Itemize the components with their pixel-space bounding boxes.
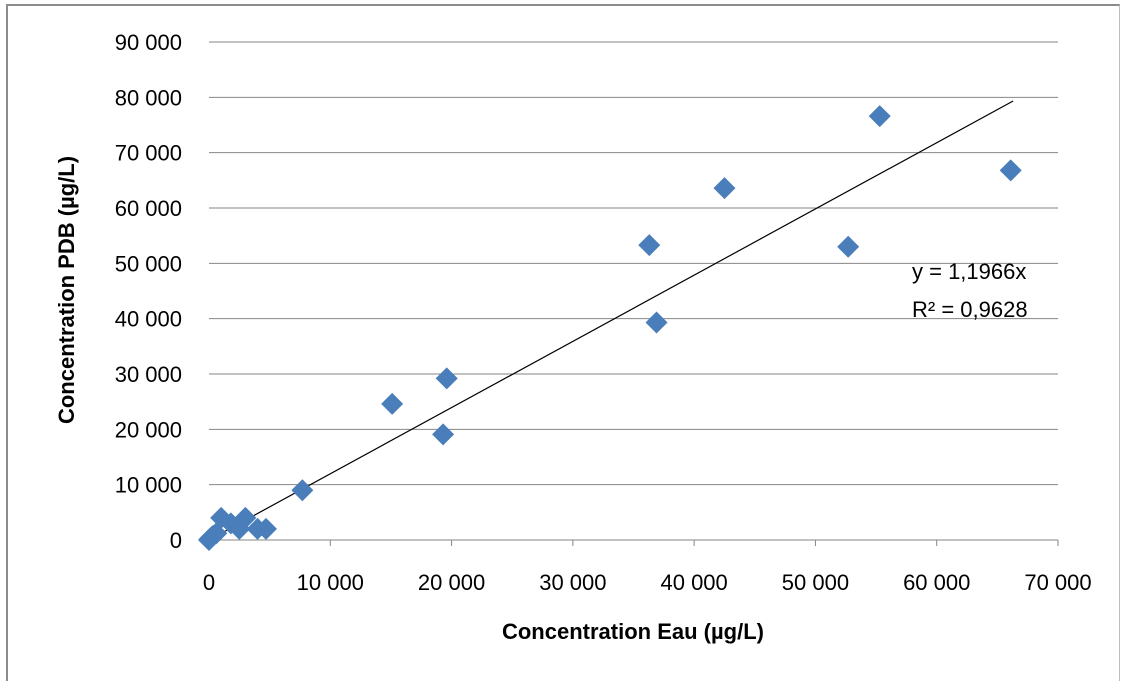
y-tick-label: 80 000 — [115, 85, 182, 110]
y-tick-label: 40 000 — [115, 307, 182, 332]
data-point — [638, 234, 661, 257]
y-tick-label: 30 000 — [115, 362, 182, 387]
y-tick-label: 10 000 — [115, 473, 182, 498]
data-point — [291, 479, 314, 502]
data-point — [432, 423, 455, 446]
y-tick-label: 60 000 — [115, 196, 182, 221]
chart-frame — [6, 4, 1120, 681]
data-point — [645, 311, 668, 334]
data-points — [198, 105, 1022, 551]
data-point — [999, 159, 1022, 182]
data-point — [868, 105, 891, 128]
y-axis-ticks: 0 10 000 20 000 30 000 40 000 50 000 60 000 70 … — [115, 30, 182, 553]
y-tick-label: 20 000 — [115, 417, 182, 442]
x-axis-title: Concentration Eau (µg/L) — [502, 619, 764, 644]
trendline-group — [208, 100, 1014, 541]
x-tick-label: 20 000 — [418, 570, 485, 595]
x-tick-label: 60 000 — [903, 570, 970, 595]
x-axis-ticks: 0 10 000 20 000 30 000 40 000 50 000 60 000 70 … — [203, 570, 1092, 595]
y-tick-label: 70 000 — [115, 141, 182, 166]
x-tick-label: 50 000 — [782, 570, 849, 595]
x-tick-label: 10 000 — [297, 570, 364, 595]
x-tick-label: 70 000 — [1024, 570, 1091, 595]
data-point — [713, 177, 736, 200]
data-point — [837, 235, 860, 258]
y-tick-label: 90 000 — [115, 30, 182, 55]
data-point — [381, 392, 404, 415]
grid-lines — [208, 41, 1059, 546]
trendline-equation: y = 1,1966x — [912, 259, 1026, 284]
data-point — [255, 517, 278, 540]
trendline-r2: R² = 0,9628 — [912, 297, 1028, 322]
y-tick-label: 0 — [170, 528, 182, 553]
x-tick-label: 0 — [203, 570, 215, 595]
x-tick-label: 30 000 — [539, 570, 606, 595]
data-point — [435, 367, 458, 390]
y-axis-title: Concentration PDB (µg/L) — [54, 156, 79, 424]
data-point — [234, 506, 257, 529]
x-tick-label: 40 000 — [660, 570, 727, 595]
y-tick-label: 50 000 — [115, 251, 182, 276]
trendline — [208, 100, 1014, 541]
